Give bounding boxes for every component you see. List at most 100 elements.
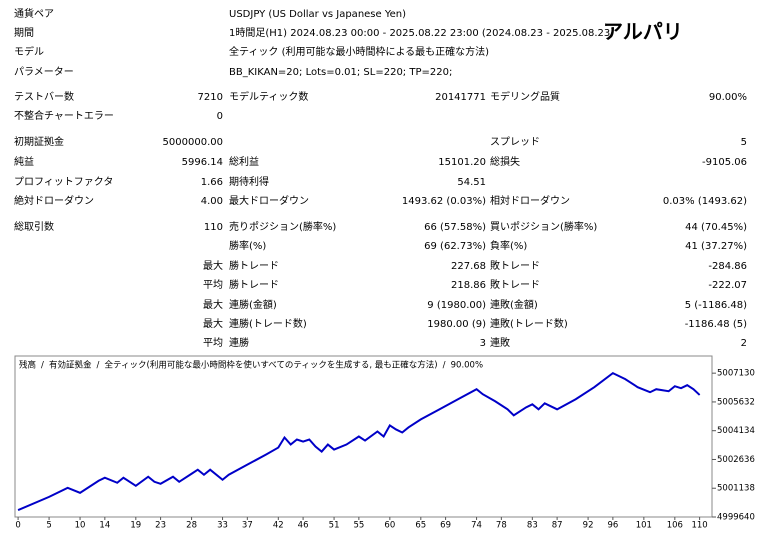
stat-label: 連勝(トレード数): [229, 317, 307, 330]
stat-value: 5 (-1186.48): [685, 300, 747, 311]
stat-value: 5: [741, 137, 747, 148]
x-tick-label: 42: [273, 521, 284, 531]
legend-text: 90.00%: [451, 361, 483, 371]
stat-label: 勝トレード: [229, 278, 279, 291]
x-tick-label: 19: [130, 521, 141, 531]
separator: /: [97, 361, 100, 371]
stat-label: 連敗: [490, 336, 510, 349]
stat-label: モデルティック数: [229, 90, 308, 103]
y-tick-label: 4999640: [717, 513, 755, 523]
stat-label: 純益: [14, 155, 34, 168]
field-value: 全ティック (利用可能な最小時間枠による最も正確な方法): [229, 45, 489, 58]
x-tick-label: 23: [155, 521, 166, 531]
legend-entry: 残高: [19, 360, 36, 371]
y-tick-label: 5001138: [717, 484, 755, 494]
line-series: [17, 371, 701, 512]
y-tick-label: 5007130: [717, 369, 755, 379]
stat-value: 110: [204, 222, 223, 233]
stat-label: 連勝: [229, 336, 249, 349]
legend-text: 全ティック(利用可能な最小時間枠を使いすべてのティックを生成する, 最も正確な方…: [105, 360, 438, 371]
stat-label: 連勝(金額): [229, 298, 277, 311]
x-tick-label: 87: [552, 521, 563, 531]
stat-label: 勝率(%): [229, 239, 266, 252]
stat-label: 敗トレード: [490, 278, 540, 291]
stat-label: 総取引数: [14, 220, 54, 233]
y-tick-label: 5005632: [717, 397, 755, 407]
stat-value: 0: [217, 111, 223, 122]
stat-value: 54.51: [457, 177, 486, 188]
stat-value: 7210: [198, 92, 223, 103]
stat-label: 売りポジション(勝率%): [229, 220, 336, 233]
stat-value: 5000000.00: [163, 137, 223, 148]
stat-label: 期待利得: [229, 175, 269, 188]
stat-label: 最大: [203, 259, 223, 272]
x-tick-label: 101: [636, 521, 652, 531]
x-tick-label: 28: [186, 521, 197, 531]
x-tick-label: 5: [46, 521, 51, 531]
x-tick-label: 110: [691, 521, 707, 531]
field-value: USDJPY (US Dollar vs Japanese Yen): [229, 9, 406, 20]
x-tick-label: 83: [527, 521, 538, 531]
stat-value: 1980.00 (9): [427, 319, 486, 330]
field-value: 1時間足(H1) 2024.08.23 00:00 - 2025.08.22 2…: [229, 27, 614, 39]
field-value: BB_KIKAN=20; Lots=0.01; SL=220; TP=220;: [229, 67, 452, 78]
x-tick-label: 92: [583, 521, 594, 531]
stat-label: 最大: [203, 317, 223, 330]
stat-value: -1186.48 (5): [685, 319, 747, 330]
field-label: モデル: [14, 45, 44, 58]
stat-label: 買いポジション(勝率%): [490, 220, 597, 233]
stat-value: 69 (62.73%): [424, 241, 486, 252]
separator: /: [41, 361, 44, 371]
stat-label: 初期証拠金: [14, 135, 64, 148]
stat-label: 最大ドローダウン: [229, 194, 309, 207]
x-tick-label: 106: [667, 521, 683, 531]
stat-value: 9 (1980.00): [427, 300, 486, 311]
stat-value: 44 (70.45%): [685, 222, 747, 233]
legend-entry: 有効証拠金: [49, 360, 92, 371]
stat-value: 15101.20: [438, 157, 486, 168]
x-tick-label: 65: [415, 521, 426, 531]
x-tick-label: 14: [99, 521, 110, 531]
stat-label: 勝トレード: [229, 259, 279, 272]
x-tick-label: 55: [353, 521, 364, 531]
stat-label: 総利益: [229, 155, 259, 168]
stat-label: 敗トレード: [490, 259, 540, 272]
stat-value: -9105.06: [702, 157, 747, 168]
y-tick-label: 5004134: [717, 426, 755, 436]
stat-label: 相対ドローダウン: [490, 194, 570, 207]
field-label: パラメーター: [14, 66, 74, 78]
x-tick-label: 51: [329, 521, 340, 531]
stat-value: 41 (37.27%): [685, 241, 747, 252]
stat-value: 227.68: [451, 261, 486, 272]
stat-value: 3: [480, 338, 486, 349]
field-label: 通貨ペア: [14, 7, 54, 20]
stat-value: 20141771: [435, 92, 486, 103]
stat-value: -222.07: [708, 280, 747, 291]
stat-value: 2: [741, 338, 747, 349]
separator: /: [443, 361, 446, 371]
stat-label: モデリング品質: [490, 90, 560, 103]
x-tick-label: 69: [440, 521, 451, 531]
stat-label: 連敗(金額): [490, 298, 538, 311]
x-tick-label: 46: [298, 521, 309, 531]
x-tick-label: 10: [75, 521, 86, 531]
stat-label: 負率(%): [490, 239, 527, 252]
stat-value: 66 (57.58%): [424, 222, 486, 233]
y-tick-label: 5002636: [717, 455, 755, 465]
stat-label: 総損失: [490, 155, 520, 168]
stat-value: 218.86: [451, 280, 486, 291]
brand: アルパリ: [603, 20, 683, 44]
stat-label: 不整合チャートエラー: [14, 109, 114, 122]
stat-label: 最大: [203, 298, 223, 311]
stat-label: プロフィットファクタ: [14, 176, 113, 188]
x-tick-label: 33: [217, 521, 228, 531]
stat-label: 連敗(トレード数): [490, 317, 568, 330]
x-tick-label: 96: [607, 521, 618, 531]
x-tick-label: 74: [471, 521, 482, 531]
stat-label: 平均: [203, 279, 223, 291]
x-tick-label: 78: [496, 521, 507, 531]
stat-value: 1.66: [201, 177, 223, 188]
field-label: 期間: [14, 27, 34, 39]
stat-label: テストバー数: [14, 90, 74, 103]
stat-label: 絶対ドローダウン: [14, 194, 94, 207]
